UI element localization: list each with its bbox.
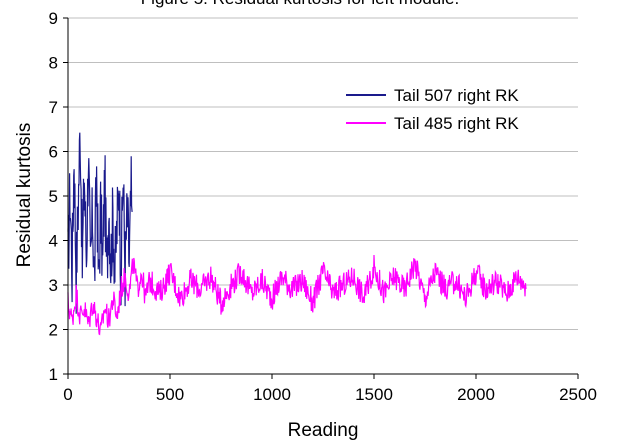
y-tick-label: 7 [49, 98, 58, 117]
y-tick-label: 8 [49, 54, 58, 73]
x-tick-label: 2500 [559, 385, 597, 404]
y-tick-label: 5 [49, 187, 58, 206]
legend-label-1: Tail 507 right RK [394, 86, 519, 105]
x-tick-label: 2000 [457, 385, 495, 404]
chart-title: Figure 5. Residual kurtosis for left mod… [141, 0, 459, 8]
y-tick-label: 4 [49, 232, 58, 251]
y-axis-label: Residual kurtosis [14, 123, 35, 268]
x-axis-label: Reading [288, 420, 359, 441]
legend-label-2: Tail 485 right RK [394, 114, 519, 133]
x-tick-label: 1000 [253, 385, 291, 404]
y-tick-label: 6 [49, 143, 58, 162]
axes [63, 17, 579, 379]
tick-labels: 1 2 3 4 5 6 7 8 9 0 500 1000 1500 2000 2500 [49, 9, 597, 404]
y-tick-label: 1 [49, 365, 58, 384]
x-tick-label: 0 [63, 385, 72, 404]
legend: Tail 507 right RK Tail 485 right RK [346, 86, 519, 133]
y-tick-label: 3 [49, 276, 58, 295]
x-tick-label: 500 [156, 385, 184, 404]
plot-series [67, 132, 527, 336]
series-line-2 [67, 254, 527, 336]
y-tick-label: 9 [49, 9, 58, 28]
y-tick-label: 2 [49, 321, 58, 340]
x-tick-label: 1500 [355, 385, 393, 404]
